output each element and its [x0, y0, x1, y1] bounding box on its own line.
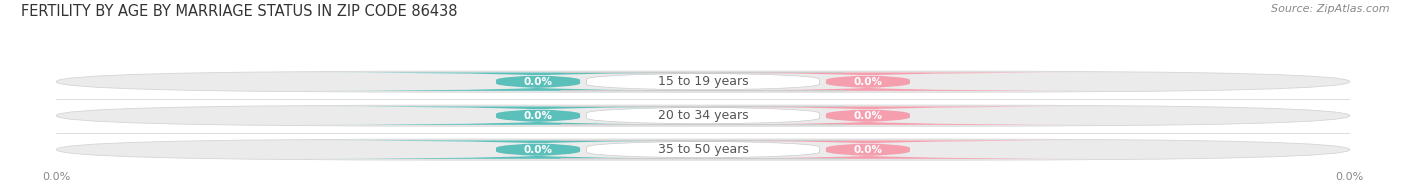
- Text: Source: ZipAtlas.com: Source: ZipAtlas.com: [1271, 4, 1389, 14]
- Text: 0.0%: 0.0%: [853, 77, 883, 87]
- FancyBboxPatch shape: [56, 139, 1350, 160]
- FancyBboxPatch shape: [626, 73, 1111, 91]
- Text: 0.0%: 0.0%: [523, 77, 553, 87]
- Text: 0.0%: 0.0%: [523, 145, 553, 155]
- FancyBboxPatch shape: [295, 106, 780, 125]
- FancyBboxPatch shape: [626, 141, 1111, 159]
- Text: FERTILITY BY AGE BY MARRIAGE STATUS IN ZIP CODE 86438: FERTILITY BY AGE BY MARRIAGE STATUS IN Z…: [21, 4, 457, 19]
- FancyBboxPatch shape: [561, 141, 845, 159]
- Text: 0.0%: 0.0%: [523, 111, 553, 121]
- FancyBboxPatch shape: [295, 141, 780, 159]
- Text: 0.0%: 0.0%: [853, 145, 883, 155]
- Text: 35 to 50 years: 35 to 50 years: [658, 143, 748, 156]
- FancyBboxPatch shape: [626, 106, 1111, 125]
- Text: 15 to 19 years: 15 to 19 years: [658, 75, 748, 88]
- FancyBboxPatch shape: [295, 73, 780, 91]
- FancyBboxPatch shape: [561, 106, 845, 125]
- Text: 20 to 34 years: 20 to 34 years: [658, 109, 748, 122]
- FancyBboxPatch shape: [56, 71, 1350, 92]
- Text: 0.0%: 0.0%: [853, 111, 883, 121]
- FancyBboxPatch shape: [56, 105, 1350, 126]
- FancyBboxPatch shape: [561, 73, 845, 91]
